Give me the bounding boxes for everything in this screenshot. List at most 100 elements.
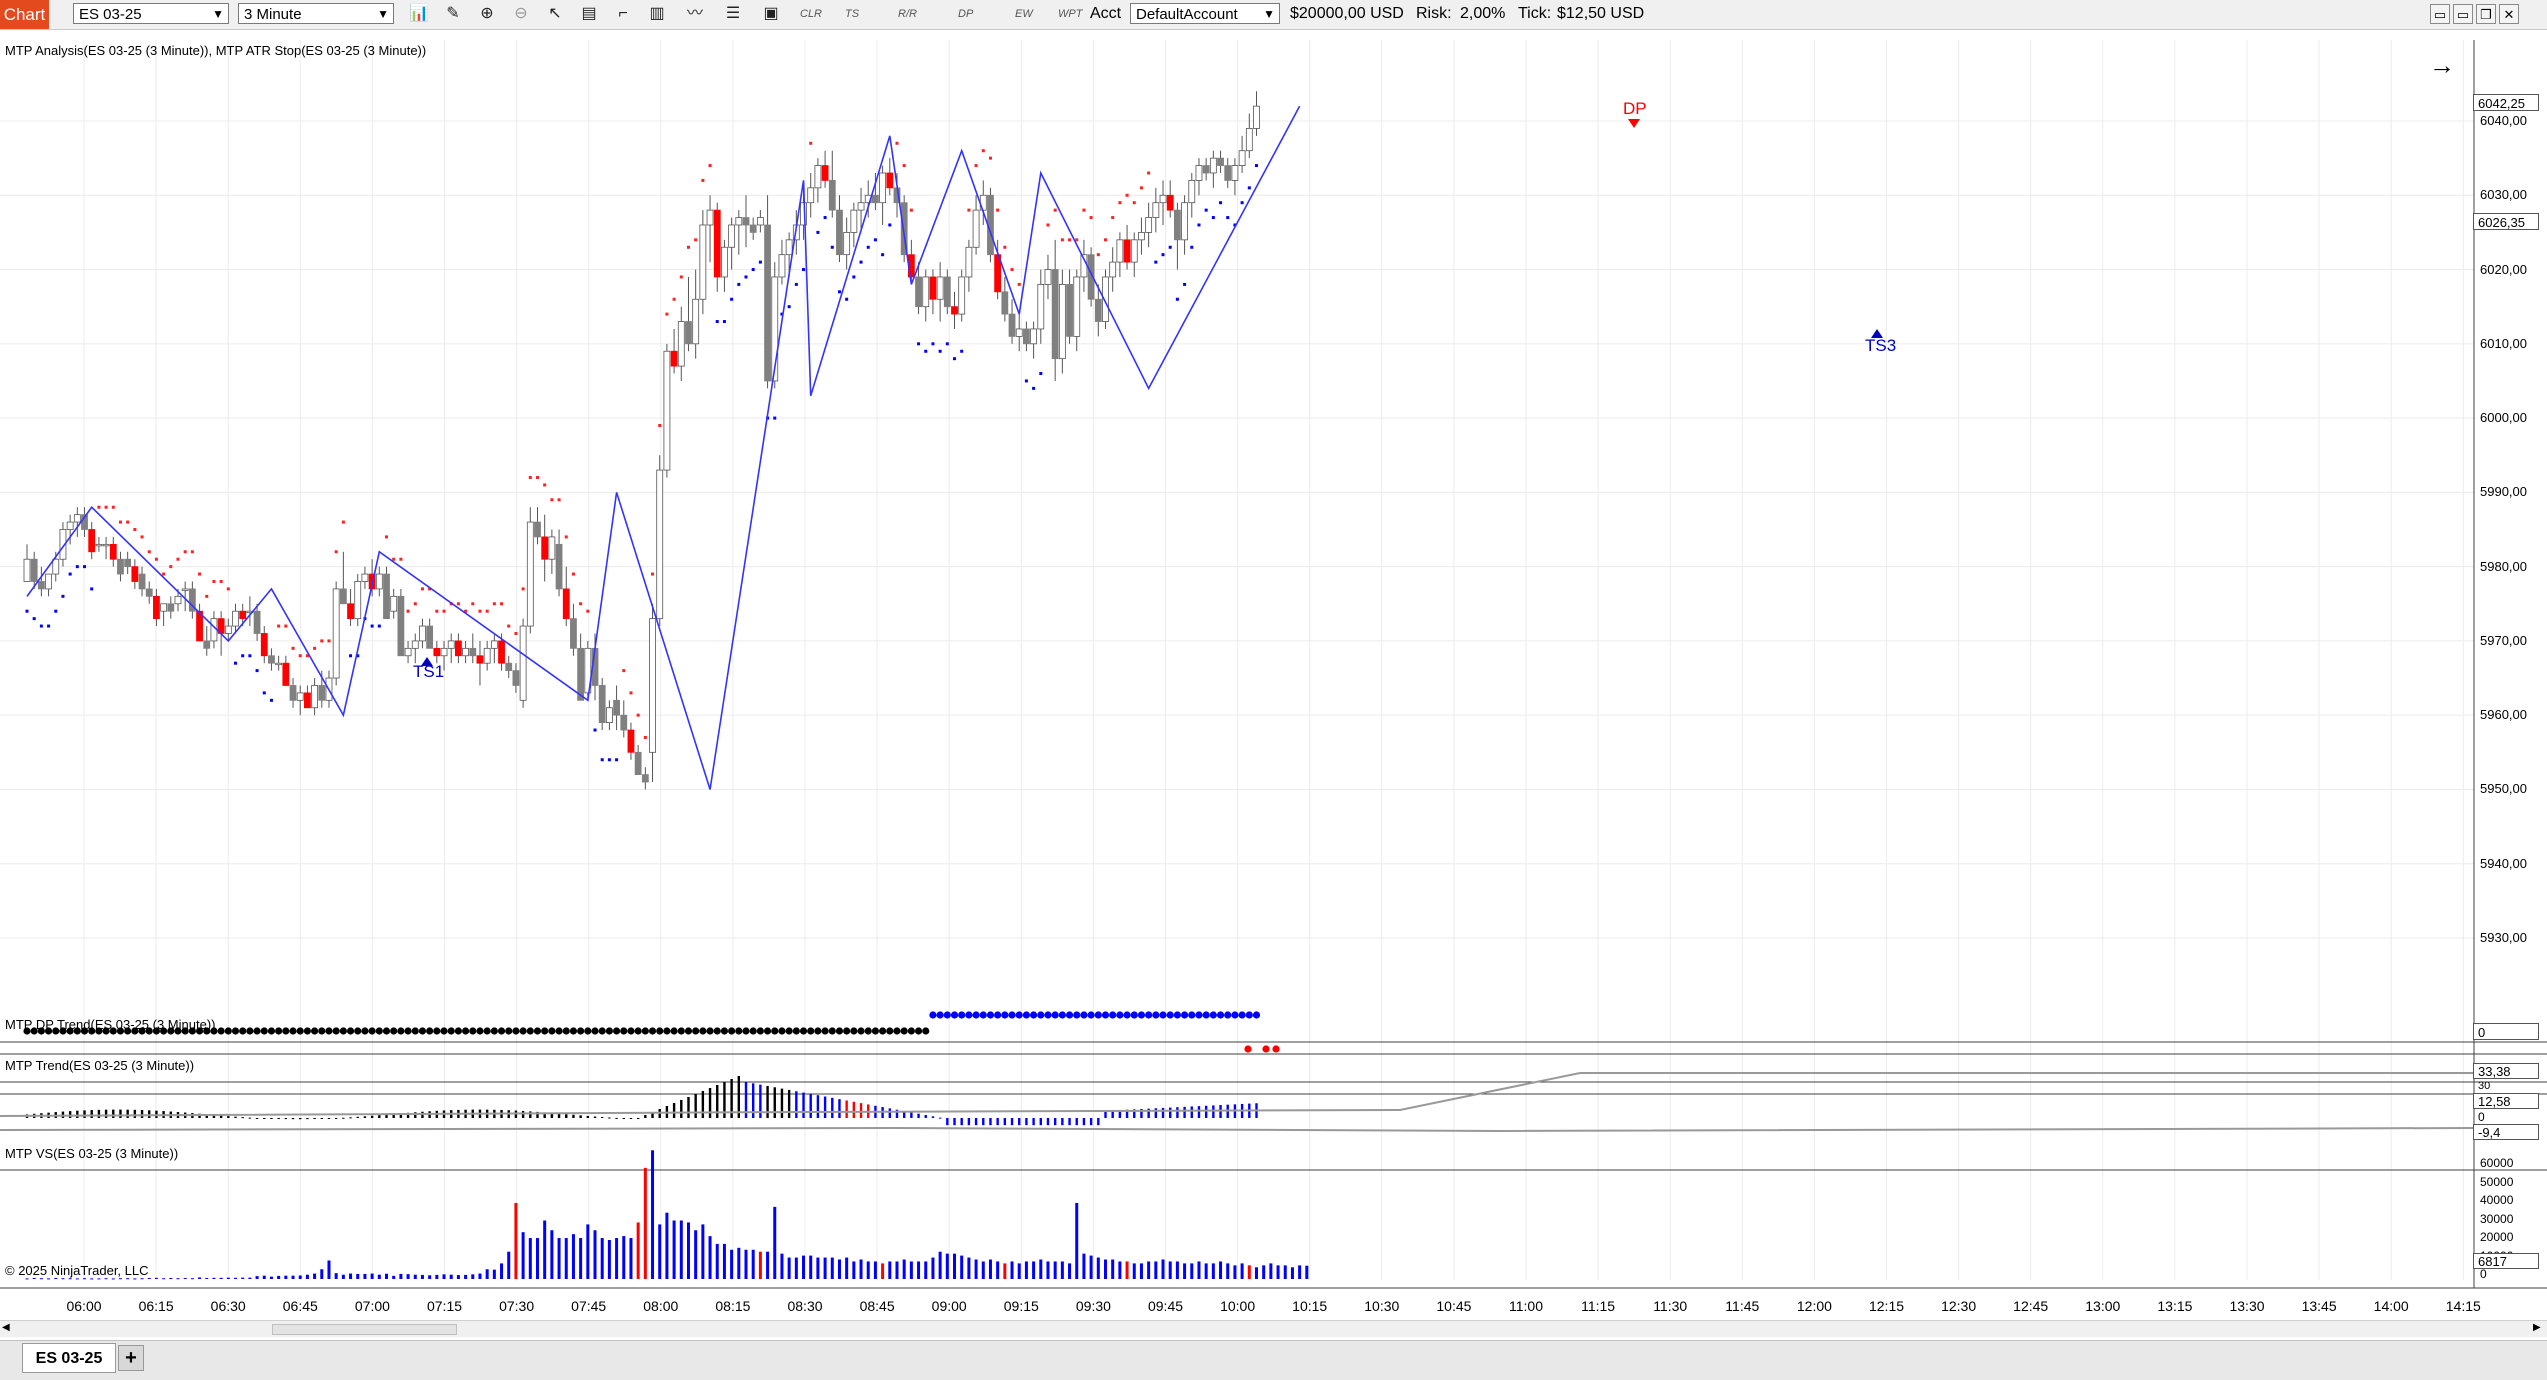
wpt-tool[interactable]: WPT [1058, 8, 1083, 20]
candle-body [1051, 269, 1059, 360]
atr-stop-dot [1096, 253, 1100, 257]
candle-body [641, 774, 649, 783]
pointer-icon[interactable]: ↖ [548, 5, 562, 22]
volume-bar [492, 1269, 496, 1279]
atr-stop-dot [47, 624, 51, 628]
volume-bar [909, 1261, 913, 1279]
maximize-icon[interactable]: ❐ [2476, 4, 2496, 24]
atr-stop-dot [126, 520, 130, 524]
dp-trend-dot [131, 1027, 139, 1035]
candle [958, 269, 966, 322]
volume-bar [1298, 1265, 1302, 1279]
candle [886, 158, 894, 196]
trend-bar [701, 1091, 705, 1118]
trend-bar [780, 1088, 784, 1118]
candle-body [1037, 283, 1045, 330]
bar-type-icon[interactable]: 📊 [409, 5, 429, 22]
tab-es-03-25[interactable]: ES 03-25 [22, 1343, 116, 1373]
dp-trend-dot [526, 1027, 534, 1035]
candle [88, 522, 96, 560]
zoom-out-icon[interactable]: ⊖ [514, 5, 528, 22]
arrow-right-icon[interactable]: → [2429, 50, 2455, 80]
candle-body [153, 595, 160, 620]
volume-bar [1089, 1255, 1093, 1279]
candle-body [145, 588, 153, 597]
volume-bar [1240, 1263, 1244, 1279]
atr-stop-dot [334, 550, 338, 554]
data-box-icon[interactable]: ⌐ [618, 5, 628, 22]
strategy-icon[interactable]: ▥ [649, 5, 665, 22]
clr-tool[interactable]: CLR [800, 8, 823, 20]
atr-stop-dot [564, 535, 568, 539]
add-tab-button[interactable]: + [118, 1345, 144, 1371]
close-icon[interactable]: ✕ [2499, 4, 2519, 24]
chart-canvas[interactable] [0, 30, 2547, 1340]
candle-body [260, 633, 268, 657]
scroll-thumb[interactable] [272, 1324, 457, 1335]
trend-label-bottom: -9,4 [2473, 1124, 2539, 1140]
account-select[interactable]: DefaultAccount ▼ [1130, 3, 1280, 24]
trend-bar [974, 1118, 978, 1126]
trend-bar [1190, 1106, 1193, 1118]
candle-body [52, 558, 60, 575]
dp-tool[interactable]: DP [958, 8, 974, 20]
volume-bar [550, 1230, 554, 1279]
zoom-in-icon[interactable]: ⊕ [480, 5, 494, 22]
dp-trend-dot [684, 1027, 693, 1035]
rr-tool[interactable]: R/R [898, 8, 917, 20]
scroll-left-icon[interactable]: ◀ [2, 1322, 10, 1333]
indicator-icon[interactable]: 〰 [686, 5, 703, 22]
volume-bar [126, 1278, 130, 1280]
ew-tool[interactable]: EW [1015, 8, 1033, 20]
volume-bar [615, 1238, 619, 1279]
time-axis-label: 13:15 [2157, 1298, 2193, 1314]
atr-stop-dot [176, 557, 180, 561]
trend-bar [1111, 1110, 1114, 1118]
time-axis-label: 14:15 [2445, 1298, 2481, 1314]
object-icon[interactable]: ▣ [763, 5, 779, 22]
atr-stop-dot [579, 602, 583, 606]
trend-bar [1154, 1108, 1158, 1118]
restore-icon[interactable]: ▭ [2430, 4, 2450, 24]
atr-stop-dot [1254, 164, 1258, 168]
candle-body [1087, 254, 1095, 300]
volume-bar [737, 1247, 741, 1279]
trend-bar [550, 1112, 554, 1118]
draw-icon[interactable]: ✎ [446, 5, 460, 22]
atr-stop-dot [960, 349, 964, 353]
instrument-select[interactable]: ES 03-25 ▼ [73, 3, 229, 24]
interval-select[interactable]: 3 Minute ▼ [238, 3, 394, 24]
candle-body [117, 558, 124, 575]
candle [577, 633, 585, 701]
horizontal-scrollbar[interactable]: ◀ ▶ [0, 1320, 2547, 1337]
ts-tool[interactable]: TS [845, 8, 860, 20]
atr-stop-dot [420, 587, 424, 591]
atr-stop-dot [967, 208, 971, 212]
atr-stop-dot [1219, 201, 1223, 205]
candle [304, 685, 311, 709]
candle-body [836, 209, 843, 256]
volume-bar [435, 1274, 439, 1279]
chevron-down-icon: ▼ [1263, 7, 1275, 21]
list-icon[interactable]: ☰ [725, 5, 741, 22]
candle [59, 522, 67, 567]
atr-stop-dot [97, 505, 101, 509]
atr-stop-dot [269, 698, 273, 702]
dp-trend-dot [569, 1027, 578, 1035]
atr-stop-dot [679, 275, 683, 279]
scroll-right-icon[interactable]: ▶ [2533, 1322, 2541, 1333]
dp-trend-dot [929, 1011, 937, 1019]
trend-bar [888, 1108, 891, 1118]
dp-trend-dot [145, 1027, 153, 1035]
candle-body [1138, 232, 1145, 241]
candle-body [23, 558, 31, 582]
candle-body [490, 640, 498, 649]
minimize-icon[interactable]: ▭ [2453, 4, 2473, 24]
candle [735, 210, 743, 255]
volume-bar [377, 1274, 381, 1279]
chart-tab[interactable]: Chart [0, 0, 49, 29]
properties-icon[interactable]: ▤ [581, 5, 597, 22]
candle [483, 640, 491, 671]
candle-body [404, 647, 412, 657]
candle [339, 551, 347, 605]
